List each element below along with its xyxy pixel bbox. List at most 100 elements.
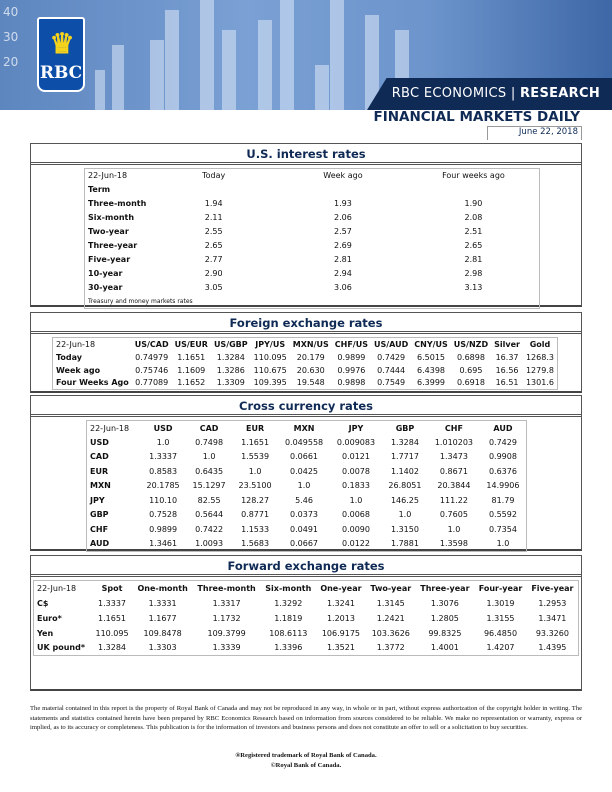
- table-cell: 108.6113: [269, 628, 308, 638]
- table-cell: 0.695: [459, 365, 483, 375]
- table-row: Four Weeks Ago 0.77089 1.1652 1.3309 109.395…: [53, 377, 558, 390]
- table-cell: 0.7498: [195, 437, 224, 447]
- table-cell: 1.1402: [390, 466, 419, 476]
- table-cell: Term: [88, 185, 111, 194]
- table-cell: 1.2953: [538, 598, 567, 608]
- table-cell: 0.0425: [290, 466, 319, 476]
- table-cell: 1.3396: [274, 643, 303, 653]
- table-cell: 0.77089: [135, 378, 169, 388]
- table-cell: CNY/US: [414, 339, 448, 349]
- table-cell: 2.94: [334, 269, 352, 278]
- table-cell: 1.0: [349, 495, 363, 505]
- table-cell: Yen: [37, 628, 54, 638]
- table-cell: Spot: [101, 583, 123, 593]
- table-cell: US/AUD: [373, 339, 409, 349]
- table-cell: GBP: [90, 510, 109, 520]
- table-cell: 20.1785: [146, 481, 180, 491]
- table-row: CAD 1.3337 1.0 1.5539 0.0661 0.0121 1.7717 1.34…: [87, 450, 527, 465]
- table-cell: 0.009083: [336, 437, 376, 447]
- decor-bar: [365, 15, 379, 110]
- table-cell: 0.7528: [149, 510, 178, 520]
- decor-bar: [95, 70, 105, 110]
- table-cell: 1.3598: [439, 539, 468, 548]
- lion-icon: ♛: [49, 27, 75, 60]
- table-cell: 16.56: [495, 365, 519, 375]
- trademark: ®Registered trademark of Royal Bank of C…: [235, 752, 377, 759]
- section-title: Foreign exchange rates: [31, 313, 581, 334]
- table-cell: 1.3309: [216, 378, 245, 388]
- table-cell: 1.1819: [274, 613, 303, 623]
- table-cell: 106.9175: [321, 628, 361, 638]
- table-cell: [408, 183, 540, 197]
- table-cell: 0.0121: [341, 452, 370, 462]
- table-row: Yen 110.095 109.8478 109.3799 108.6113 106.91…: [34, 626, 579, 641]
- table-cell: 1.3284: [390, 437, 419, 447]
- table-cell: 1.3019: [486, 598, 515, 608]
- table-cell: 3.06: [334, 283, 352, 292]
- us-rates-table: 22-Jun-18 Today Week ago Four weeks ago Term…: [84, 168, 540, 309]
- cross-table: 22-Jun-18 USD CAD EUR MXN JPY GBP CHF AUD USD 1.0 0…: [86, 420, 527, 552]
- table-cell: Three-month: [197, 583, 256, 593]
- table-cell: 22-Jun-18: [90, 423, 130, 433]
- table-cell: 2.77: [204, 255, 223, 264]
- section-title: U.S. interest rates: [31, 144, 581, 165]
- table-cell: 2.51: [464, 227, 483, 236]
- table-cell: Five-year: [88, 255, 131, 264]
- table-cell: 0.7354: [488, 524, 517, 534]
- table-cell: 1.0: [248, 466, 262, 476]
- table-row: Three-month 1.94 1.93 1.90: [85, 197, 540, 211]
- table-cell: 1.0: [398, 510, 412, 520]
- header-row: 22-Jun-18 Spot One-month Three-month Six-mon…: [34, 581, 579, 596]
- table-cell: UK pound*: [37, 643, 86, 653]
- table-cell: 110.675: [253, 365, 287, 375]
- table-cell: Two-year: [370, 583, 412, 593]
- table-cell: 1.1651: [177, 352, 206, 362]
- table-cell: 0.7549: [377, 378, 406, 388]
- table-cell: 6.3999: [417, 378, 446, 388]
- decor-bar: [112, 45, 124, 110]
- table-cell: 103.3626: [371, 628, 410, 638]
- decor-bar: [150, 40, 164, 110]
- table-cell: CHF/US: [334, 339, 368, 349]
- header-row: 22-Jun-18 USD CAD EUR MXN JPY GBP CHF AUD: [87, 421, 527, 436]
- axis-label: 20: [3, 55, 19, 69]
- table-cell: 96.4850: [483, 628, 518, 638]
- table-cell: 0.7429: [488, 437, 517, 447]
- table-cell: 1.3772: [376, 643, 405, 653]
- table-cell: 109.395: [253, 378, 287, 388]
- table-cell: 110.095: [253, 352, 287, 362]
- table-row: GBP 0.7528 0.5644 0.8771 0.0373 0.0068 1.0 0.76…: [87, 508, 527, 523]
- table-cell: CHF: [90, 524, 109, 534]
- table-cell: 1.0: [202, 452, 216, 462]
- table-cell: 0.7429: [377, 352, 406, 362]
- table-cell: 110.10: [149, 495, 178, 505]
- table-cell: 14.9906: [486, 481, 520, 491]
- table-cell: 110.095: [95, 628, 129, 638]
- table-cell: 26.8051: [388, 481, 422, 491]
- table-cell: 0.0122: [341, 539, 370, 548]
- table-cell: US/CAD: [134, 339, 169, 349]
- table-cell: 1.3284: [98, 643, 127, 653]
- table-cell: 3.13: [464, 283, 483, 292]
- fx-section: Foreign exchange rates 22-Jun-18 US/CAD US…: [30, 312, 582, 393]
- table-row: JPY 110.10 82.55 128.27 5.46 1.0 146.25 111.22 8…: [87, 493, 527, 508]
- decor-bar: [330, 0, 344, 110]
- table-row: Euro* 1.1651 1.1677 1.1732 1.1819 1.2013 1.242…: [34, 611, 579, 626]
- table-cell: Four-year: [478, 583, 523, 593]
- table-cell: 1.3076: [430, 598, 459, 608]
- table-cell: 30-year: [88, 283, 123, 292]
- table-cell: 2.11: [204, 213, 223, 222]
- table-cell: 1.3241: [326, 598, 355, 608]
- table-cell: 0.6435: [195, 466, 224, 476]
- table-cell: 1.7717: [390, 452, 419, 462]
- table-cell: 16.51: [495, 378, 519, 388]
- table-cell: 1268.3: [525, 352, 554, 362]
- table-cell: 1.3461: [149, 539, 178, 548]
- fx-table: 22-Jun-18 US/CAD US/EUR US/GBP JPY/US MXN/US C…: [52, 337, 558, 390]
- table-cell: Six-month: [88, 213, 135, 222]
- table-row: UK pound* 1.3284 1.3303 1.3339 1.3396 1.3521 1…: [34, 641, 579, 656]
- section-title: Cross currency rates: [31, 396, 581, 417]
- table-cell: 1.94: [204, 199, 223, 208]
- table-cell: MXN: [293, 423, 315, 433]
- table-cell: Three-month: [88, 199, 147, 208]
